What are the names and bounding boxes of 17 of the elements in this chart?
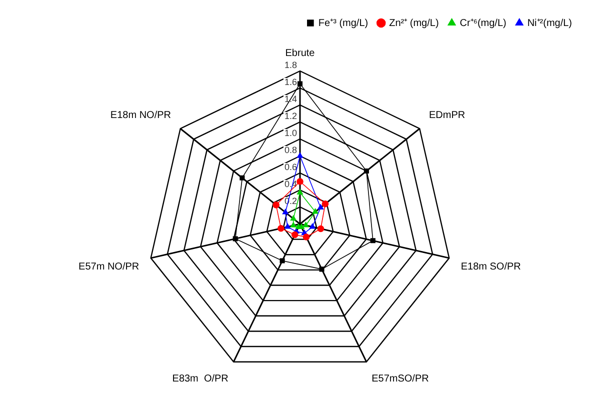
y-tick-label: 1.6 (284, 76, 297, 87)
y-tick-label: 0.8 (284, 144, 297, 155)
legend-label: Zn²⁺ (mg/L) (389, 18, 439, 29)
legend-label: Ni⁺²(mg/L) (527, 18, 572, 29)
spoke-label: E57mSO/PR (372, 373, 429, 384)
spoke-label: E83m O/PR (172, 373, 228, 384)
spoke-label: EDmPR (429, 110, 466, 121)
y-tick-label: 1.0 (284, 128, 297, 138)
spoke-label: Ebrute (285, 48, 316, 59)
legend-label: Fe⁺³ (mg/L) (318, 18, 368, 29)
spoke-label: E57m NO/PR (78, 261, 140, 272)
legend-label: Cr⁺⁶(mg/L) (460, 18, 506, 29)
y-tick-label: 1.8 (284, 60, 297, 70)
spoke-label: E18m NO/PR (110, 110, 171, 121)
y-tick-label: 1.2 (284, 110, 297, 121)
spoke-label: E18m SO/PR (460, 261, 521, 272)
y-tick-label: 0.6 (284, 162, 297, 172)
